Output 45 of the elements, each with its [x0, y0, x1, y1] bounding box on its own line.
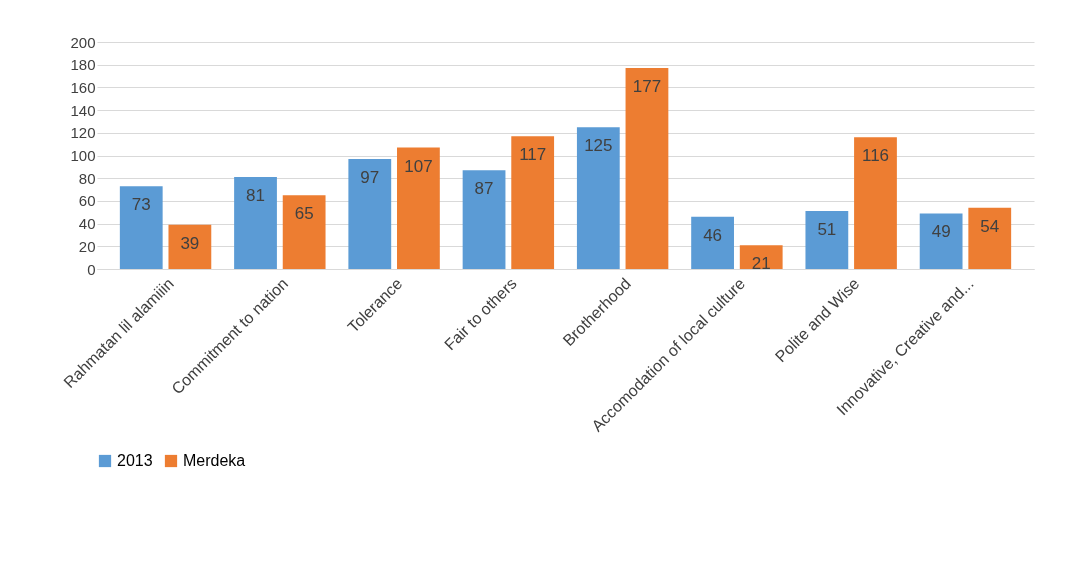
bar — [854, 137, 897, 269]
bar — [625, 68, 669, 269]
data-label: 54 — [980, 216, 1000, 236]
data-label: 21 — [751, 254, 771, 274]
y-tick-label: 100 — [70, 147, 96, 164]
data-label: 65 — [294, 204, 314, 224]
y-tick-label: 200 — [70, 33, 96, 51]
y-tick-label: 160 — [70, 78, 96, 96]
y-tick-label: 20 — [78, 237, 96, 255]
data-label: 97 — [360, 167, 380, 187]
bar — [968, 207, 1012, 269]
y-tick-label: 40 — [78, 215, 96, 233]
legend-label: Merdeka — [183, 452, 246, 469]
y-tick-label: 60 — [78, 192, 96, 210]
bar — [576, 127, 620, 269]
legend-label: 2013 — [117, 452, 153, 469]
y-tick-label: 0 — [87, 260, 96, 278]
data-label: 49 — [931, 222, 951, 242]
bar — [739, 245, 783, 269]
bar — [348, 158, 392, 269]
data-label: 116 — [861, 146, 890, 166]
data-label: 46 — [703, 225, 723, 245]
data-label: 73 — [131, 195, 151, 215]
bar — [919, 213, 963, 269]
y-tick-label: 120 — [70, 124, 96, 142]
bar — [282, 195, 326, 269]
data-label: 51 — [817, 220, 837, 240]
bar — [805, 211, 849, 269]
bar — [397, 147, 440, 269]
y-tick-label: 80 — [78, 169, 96, 187]
y-tick-label: 140 — [70, 101, 96, 119]
data-label: 177 — [632, 77, 662, 97]
data-label: 125 — [584, 136, 613, 156]
y-tick-label: 180 — [70, 56, 96, 74]
data-label: 117 — [519, 145, 547, 165]
bar — [462, 170, 506, 269]
bar — [168, 224, 212, 269]
data-label: 81 — [246, 186, 265, 206]
bar — [511, 136, 555, 269]
bar — [119, 186, 163, 269]
bar — [234, 177, 277, 269]
data-label: 39 — [180, 233, 200, 253]
bar — [691, 216, 734, 269]
data-label: 87 — [474, 179, 494, 199]
data-label: 107 — [404, 156, 433, 176]
